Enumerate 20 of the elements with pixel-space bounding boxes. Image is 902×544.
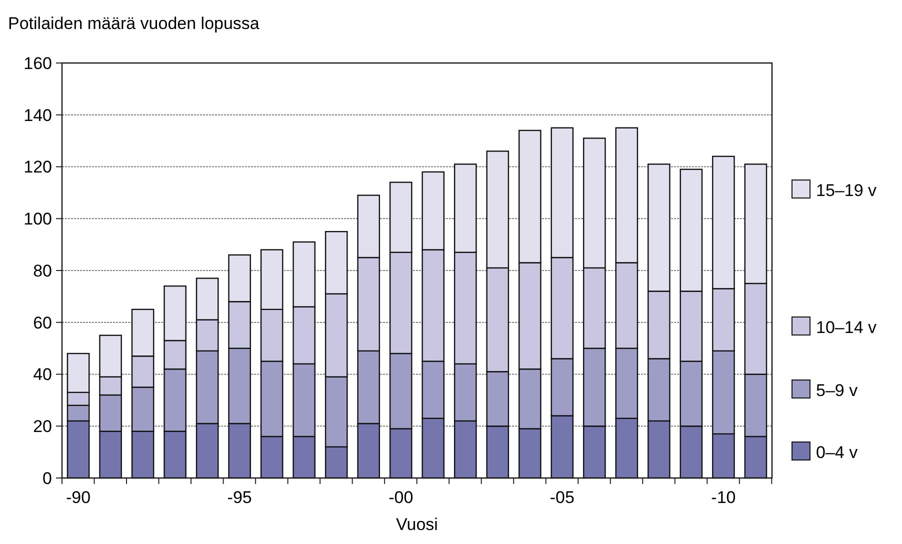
y-tick-label: 0 — [42, 468, 52, 488]
legend-label: 10–14 v — [816, 318, 877, 337]
y-tick-label: 160 — [24, 54, 52, 73]
x-tick-label: -00 — [388, 488, 414, 507]
x-tick-label: -90 — [66, 488, 91, 507]
y-tick-label: 140 — [24, 106, 52, 125]
legend-label: 0–4 v — [816, 442, 858, 462]
y-axis-title: Potilaiden määrä vuoden lopussa — [8, 14, 260, 33]
y-tick-label: 100 — [24, 210, 52, 229]
legend-label: 15–19 v — [816, 180, 877, 200]
legend-label: 5–9 v — [816, 380, 858, 400]
y-tick-label: 60 — [33, 313, 52, 332]
y-tick-label: 20 — [33, 417, 52, 436]
x-tick-label: -05 — [550, 488, 574, 507]
x-axis-title: Vuosi — [396, 515, 438, 534]
y-tick-label: 40 — [33, 365, 52, 384]
x-tick-label: -95 — [227, 488, 252, 507]
y-tick-label: 120 — [24, 158, 52, 177]
y-tick-label: 80 — [33, 261, 52, 280]
x-tick-label: -10 — [711, 488, 736, 507]
